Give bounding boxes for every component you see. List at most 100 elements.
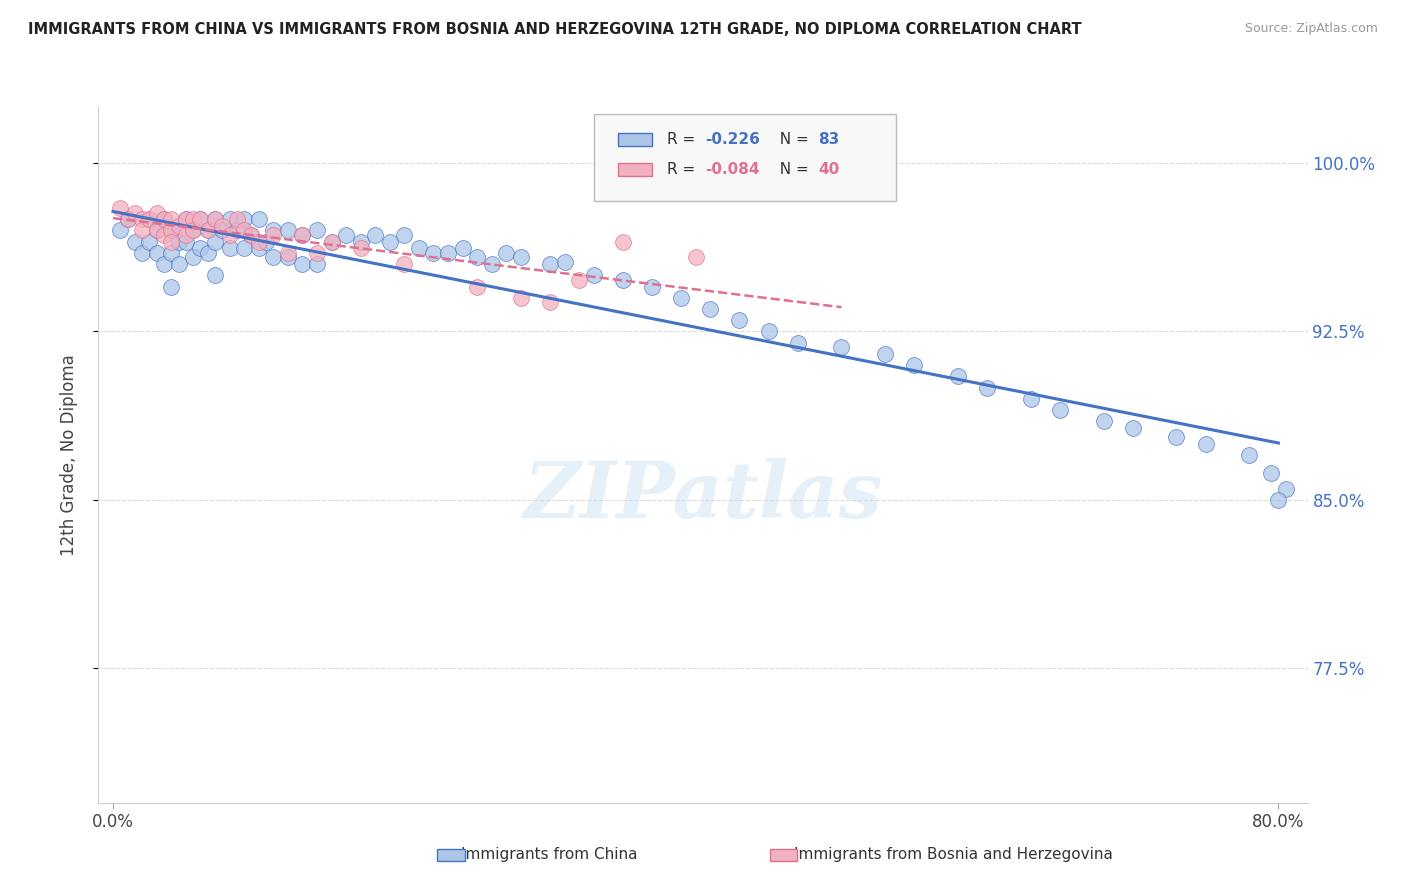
Point	[153, 227, 176, 242]
Point	[305, 246, 328, 260]
Point	[291, 227, 314, 242]
Point	[394, 257, 416, 271]
Point	[875, 347, 897, 361]
Point	[758, 325, 780, 339]
Point	[277, 251, 299, 265]
Point	[305, 223, 328, 237]
Point	[976, 381, 998, 395]
Point	[321, 235, 343, 249]
Point	[1260, 466, 1282, 480]
Point	[350, 242, 373, 256]
Point	[1239, 448, 1261, 462]
Point	[408, 242, 430, 256]
Point	[190, 242, 212, 256]
Point	[830, 340, 852, 354]
Point	[554, 255, 576, 269]
Point	[465, 279, 488, 293]
Point	[1166, 430, 1188, 444]
Point	[509, 251, 531, 265]
Point	[145, 223, 167, 237]
Point	[394, 227, 416, 242]
Point	[240, 227, 263, 242]
FancyBboxPatch shape	[769, 848, 797, 862]
Point	[254, 235, 277, 249]
Point	[138, 212, 160, 227]
Point	[247, 212, 270, 227]
Point	[277, 223, 299, 237]
Point	[197, 246, 219, 260]
Text: Source: ZipAtlas.com: Source: ZipAtlas.com	[1244, 22, 1378, 36]
FancyBboxPatch shape	[595, 114, 897, 201]
FancyBboxPatch shape	[437, 848, 464, 862]
Point	[786, 335, 808, 350]
Point	[218, 227, 240, 242]
Point	[321, 235, 343, 249]
Point	[181, 223, 204, 237]
Point	[131, 212, 153, 227]
Text: 83: 83	[818, 132, 839, 147]
Point	[174, 235, 197, 249]
Point	[481, 257, 503, 271]
Point	[131, 246, 153, 260]
Point	[117, 212, 139, 227]
Point	[247, 242, 270, 256]
FancyBboxPatch shape	[619, 163, 652, 176]
Point	[946, 369, 969, 384]
Point	[138, 212, 160, 227]
Text: Immigrants from Bosnia and Herzegovina: Immigrants from Bosnia and Herzegovina	[793, 847, 1112, 863]
Point	[218, 212, 240, 227]
Point	[233, 223, 256, 237]
Point	[1019, 392, 1042, 406]
Point	[669, 291, 692, 305]
Point	[197, 223, 219, 237]
Point	[145, 246, 167, 260]
Point	[160, 246, 183, 260]
Point	[138, 235, 160, 249]
Point	[1092, 414, 1115, 428]
Point	[262, 223, 284, 237]
Point	[174, 227, 197, 242]
Text: 40: 40	[818, 162, 839, 178]
FancyBboxPatch shape	[619, 134, 652, 146]
Point	[204, 268, 226, 283]
Point	[160, 235, 183, 249]
Point	[612, 235, 634, 249]
Point	[277, 246, 299, 260]
Point	[305, 257, 328, 271]
Point	[233, 212, 256, 227]
Point	[1274, 482, 1296, 496]
Point	[728, 313, 751, 327]
Point	[641, 279, 664, 293]
Text: N =: N =	[769, 162, 813, 178]
Y-axis label: 12th Grade, No Diploma: 12th Grade, No Diploma	[59, 354, 77, 556]
Point	[153, 212, 176, 227]
Point	[291, 227, 314, 242]
Point	[685, 251, 707, 265]
Point	[181, 251, 204, 265]
Text: Immigrants from China: Immigrants from China	[461, 847, 638, 863]
Point	[204, 212, 226, 227]
Point	[204, 235, 226, 249]
Point	[124, 205, 146, 219]
Point	[1267, 492, 1289, 507]
Point	[190, 212, 212, 227]
Point	[190, 212, 212, 227]
Point	[291, 257, 314, 271]
Point	[160, 212, 183, 227]
Point	[211, 223, 233, 237]
Point	[335, 227, 357, 242]
Point	[495, 246, 517, 260]
Point	[145, 223, 167, 237]
Point	[153, 257, 176, 271]
Point	[612, 273, 634, 287]
Text: IMMIGRANTS FROM CHINA VS IMMIGRANTS FROM BOSNIA AND HERZEGOVINA 12TH GRADE, NO D: IMMIGRANTS FROM CHINA VS IMMIGRANTS FROM…	[28, 22, 1081, 37]
Point	[699, 301, 721, 316]
Point	[247, 235, 270, 249]
Point	[160, 223, 183, 237]
Point	[174, 212, 197, 227]
Point	[167, 257, 190, 271]
Point	[1194, 436, 1216, 450]
Point	[582, 268, 605, 283]
Point	[174, 212, 197, 227]
Point	[437, 246, 460, 260]
